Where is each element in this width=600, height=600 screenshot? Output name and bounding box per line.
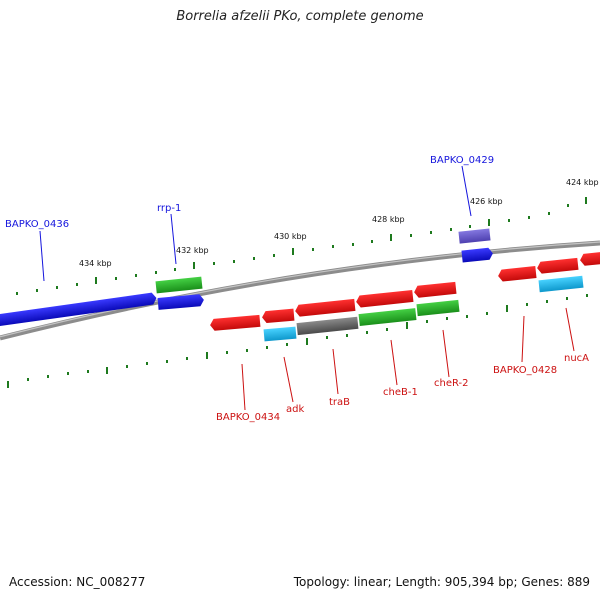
gene-label-nuca[interactable]: nucA: [564, 353, 589, 364]
gene-adk-cyan[interactable]: [263, 326, 297, 342]
gene-red-8[interactable]: [579, 251, 600, 266]
gene-label-bapko-0428[interactable]: BAPKO_0428: [493, 365, 557, 376]
gene-red-5[interactable]: [413, 281, 457, 298]
gene-label-rrp-1[interactable]: rrp-1: [157, 203, 181, 214]
gene-red-7[interactable]: [536, 257, 579, 274]
upper-scale-ticks: [16, 197, 587, 295]
gene-label-adk[interactable]: adk: [286, 404, 304, 415]
forward-features: [0, 228, 493, 327]
accession-text: Accession: NC_008277: [9, 575, 146, 589]
gene-label-bapko-0434[interactable]: BAPKO_0434: [216, 412, 280, 423]
gene-rrp-1[interactable]: [155, 276, 203, 294]
scale-label: 424 kbp: [566, 178, 599, 187]
gene-bapko-0436[interactable]: [0, 292, 157, 327]
label-leaders: [39, 165, 575, 411]
gene-label-cheb-1[interactable]: cheB-1: [383, 387, 418, 398]
scale-label: 430 kbp: [274, 232, 307, 241]
gene-adk[interactable]: [262, 308, 295, 324]
gene-nuca[interactable]: [538, 275, 584, 293]
gene-tra[interactable]: [295, 298, 356, 317]
gene-label-cher-2[interactable]: cheR-2: [434, 378, 469, 389]
lower-scale-ticks: [7, 294, 588, 388]
gene-red-6[interactable]: [497, 266, 537, 282]
gene-label-trab[interactable]: traB: [329, 397, 350, 408]
gene-cher-2[interactable]: [416, 299, 460, 317]
gene-bapko-0429[interactable]: [461, 247, 493, 263]
gene-trab[interactable]: [296, 316, 359, 336]
gene-bapko-0429-rna[interactable]: [458, 228, 491, 244]
gene-label-bapko-0436[interactable]: BAPKO_0436: [5, 219, 69, 230]
gene-label-bapko-0429[interactable]: BAPKO_0429: [430, 155, 494, 166]
gene-blue-short[interactable]: [157, 294, 205, 310]
scale-label: 432 kbp: [176, 246, 209, 255]
gene-bapko-0434[interactable]: [210, 314, 261, 331]
genome-backbone: [0, 240, 600, 341]
gene-red-4[interactable]: [356, 290, 414, 308]
genome-summary-text: Topology: linear; Length: 905,394 bp; Ge…: [293, 575, 590, 589]
scale-label: 434 kbp: [79, 259, 112, 268]
scale-label: 426 kbp: [470, 197, 503, 206]
scale-label: 428 kbp: [372, 215, 405, 224]
reverse-features: [210, 251, 600, 342]
map-title: Borrelia afzelii PKo, complete genome: [176, 9, 424, 24]
gene-cheb-1[interactable]: [358, 308, 417, 326]
